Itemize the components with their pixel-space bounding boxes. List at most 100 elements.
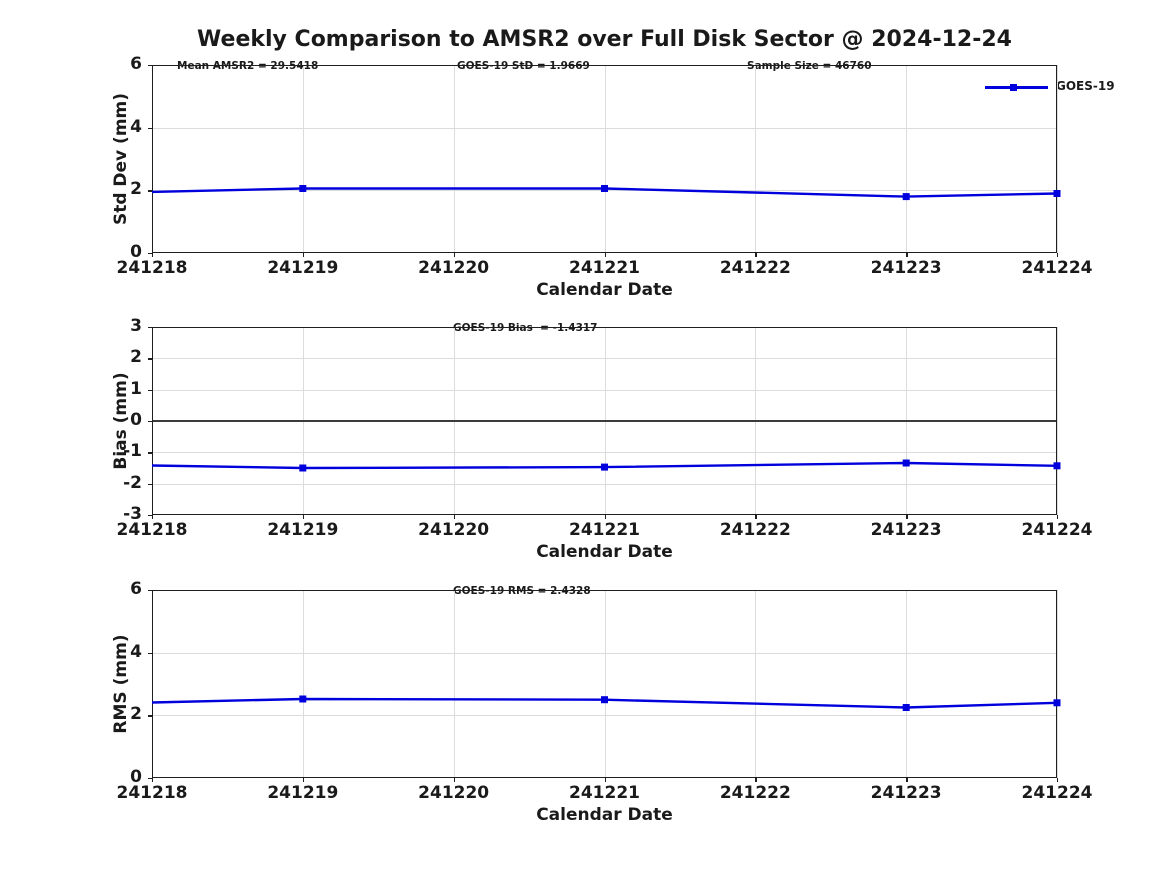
x-tick-label: 241219 [267,520,339,540]
data-point-marker [601,185,608,192]
y-gridline [152,452,1057,454]
x-tick-label: 241222 [719,783,791,803]
y-tick [148,127,152,130]
y-tick [148,389,152,392]
data-point-marker [299,464,307,472]
x-tick [453,253,456,257]
y-tick-label: 6 [130,54,142,74]
legend-marker-icon [1010,83,1017,91]
x-tick [604,778,606,782]
y-tick [148,421,152,423]
annotation-goes19-rms: GOES-19 RMS = 2.4328 [453,585,591,597]
data-point-marker [902,193,910,201]
x-gridline [302,65,304,253]
x-gridline [604,65,606,253]
x-gridline [1057,590,1058,778]
y-tick [148,590,152,592]
y-tick [148,715,152,717]
y-tick [148,358,152,360]
zero-reference-line [152,420,1057,422]
x-tick [1057,515,1059,519]
x-tick-label: 241222 [719,520,791,540]
x-tick-label: 241220 [418,783,490,803]
x-tick-label: 241224 [1021,258,1093,278]
x-tick-label: 241224 [1021,783,1093,803]
x-gridline [1057,327,1058,515]
x-gridline [755,590,757,778]
y-gridline [152,127,1057,129]
x-gridline [1057,65,1058,253]
y-gridline [152,483,1057,485]
x-gridline [906,590,908,778]
y-gridline [152,358,1057,360]
x-gridline [453,65,455,253]
data-point-marker [1053,190,1061,197]
y-tick [148,483,152,486]
x-axis-label-calendar-date: Calendar Date [536,805,673,825]
subplot-std-dev: Mean AMSR2 = 29.5418 GOES-19 StD = 1.966… [111,54,1115,300]
x-tick-label: 241224 [1021,520,1093,540]
x-gridline [604,590,606,778]
y-tick [148,65,152,67]
y-tick-label: 3 [130,316,142,336]
x-tick [152,778,154,782]
y-gridline [152,652,1057,654]
x-tick [453,515,456,519]
x-tick [152,253,154,257]
y-tick [148,515,152,517]
y-tick-label: -1 [123,441,142,462]
y-tick-label: 4 [130,641,142,662]
x-axis-label-calendar-date: Calendar Date [536,542,673,562]
x-tick [152,515,154,519]
x-tick-label: 241221 [569,258,640,278]
x-tick-label: 241221 [569,783,640,803]
x-tick-label: 241220 [418,520,490,540]
x-tick-label: 241220 [418,258,490,278]
x-tick [906,253,908,257]
annotation-goes19-bias: GOES-19 Bias = -1.4317 [453,322,598,334]
data-series-rms [151,695,1061,711]
x-tick [604,515,606,519]
y-tick-label: 0 [130,242,142,262]
x-tick [302,253,305,257]
x-gridline [906,65,908,253]
x-axis-label-calendar-date: Calendar Date [536,280,673,300]
y-tick-label: -3 [123,504,142,524]
x-tick-label: 241223 [870,520,942,540]
x-tick [755,253,757,257]
data-point-marker [1053,699,1061,707]
annotation-mean-amsr2: Mean AMSR2 = 29.5418 [177,60,319,72]
x-tick [302,778,305,782]
x-tick [755,515,757,519]
y-tick-label: 1 [130,378,142,399]
chart-title: Weekly Comparison to AMSR2 over Full Dis… [197,27,1012,52]
y-gridline [152,715,1057,717]
y-tick [148,778,152,780]
x-tick [453,778,456,782]
x-tick-label: 241218 [116,783,188,803]
y-tick-label: 6 [130,579,142,599]
subplot-bias: GOES-19 Bias = -1.4317 Bias (mm) Calenda… [111,316,1092,562]
y-tick [148,652,152,655]
data-point-marker [1053,462,1061,470]
x-tick [302,515,305,519]
x-gridline [755,65,757,253]
legend: GOES-19 [985,77,1167,97]
data-series-bias [151,459,1061,472]
x-tick [1057,253,1059,257]
x-tick-label: 241219 [267,258,339,278]
x-tick [906,515,908,519]
y-axis-label-std-dev: Std Dev (mm) [111,92,131,226]
y-tick-label: -2 [123,472,142,493]
x-tick-label: 241218 [116,520,188,540]
y-tick-label: 0 [130,410,142,430]
y-tick [148,253,152,255]
annotation-goes19-std: GOES-19 StD = 1.9669 [457,60,590,72]
x-tick-label: 241223 [870,783,942,803]
x-tick-label: 241223 [870,258,942,278]
y-tick-label: 0 [130,767,142,787]
y-tick [148,452,152,454]
data-point-marker [601,696,608,704]
y-gridline [152,389,1057,391]
data-point-marker [902,459,910,467]
